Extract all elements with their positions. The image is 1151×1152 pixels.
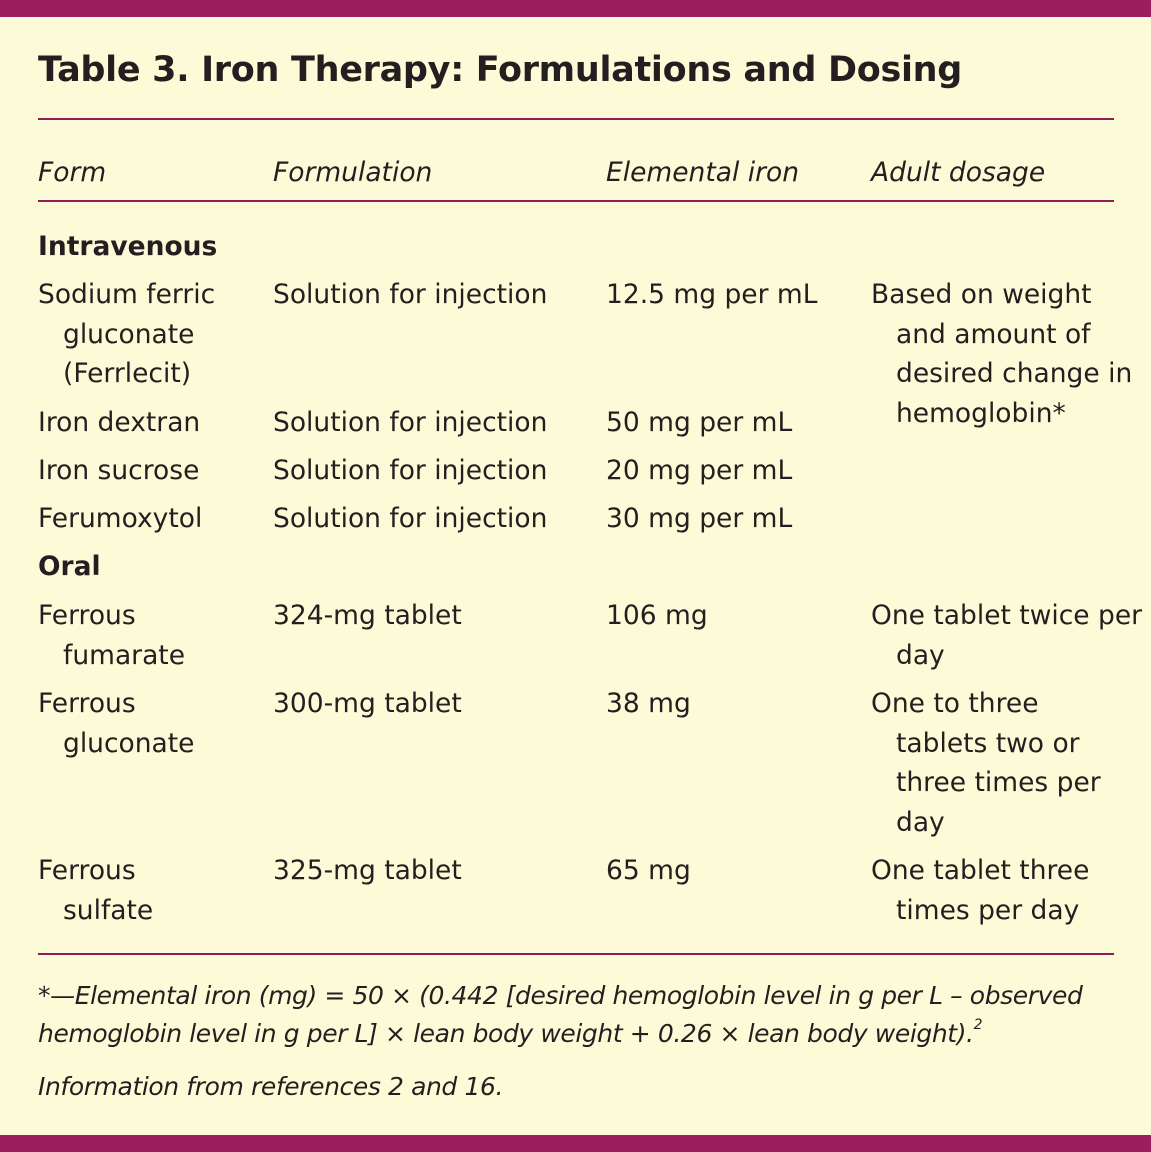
formulation-cell: 325-mg tablet: [273, 855, 462, 886]
dosage-cell: One tablet twice per day: [871, 600, 1143, 671]
iron-cell: 12.5 mg per mL: [606, 279, 818, 310]
formulation-cell: 300-mg tablet: [273, 688, 462, 719]
dosage-cell: One tablet three times per day: [871, 855, 1090, 926]
iron-cell: 20 mg per mL: [606, 455, 793, 486]
formulation-cell: Solution for injection: [273, 503, 548, 534]
bottom-band: [0, 1135, 1151, 1152]
form-cell: Ferrous sulfate: [38, 855, 154, 926]
form-cell: Ferumoxytol: [38, 503, 203, 534]
column-header: Formulation: [273, 157, 433, 188]
iron-cell: 30 mg per mL: [606, 503, 793, 534]
formulation-cell: Solution for injection: [273, 407, 548, 438]
section-label: Oral: [38, 551, 101, 582]
top-band: [0, 0, 1151, 17]
footnote-text: *—Elemental iron (mg) = 50 × (0.442 [des…: [38, 981, 1083, 1048]
dosage-cell: One to three tablets two or three times …: [871, 688, 1101, 838]
formulation-cell: Solution for injection: [273, 279, 548, 310]
form-cell: Iron sucrose: [38, 455, 200, 486]
form-cell: Ferrous gluconate: [38, 688, 195, 759]
footnote-reference: 2: [973, 1017, 983, 1033]
divider: [38, 118, 1114, 120]
formulation-cell: 324-mg tablet: [273, 600, 462, 631]
iron-cell: 50 mg per mL: [606, 407, 793, 438]
form-cell: Sodium ferric gluconate (Ferrlecit): [38, 279, 216, 389]
table-title: Table 3. Iron Therapy: Formulations and …: [38, 50, 963, 90]
iron-cell: 38 mg: [606, 688, 691, 719]
divider: [38, 200, 1114, 202]
divider: [38, 953, 1114, 955]
source-note: Information from references 2 and 16.: [38, 1072, 504, 1101]
column-header: Adult dosage: [871, 157, 1046, 188]
iron-cell: 106 mg: [606, 600, 708, 631]
column-header: Form: [38, 157, 107, 188]
iron-cell: 65 mg: [606, 855, 691, 886]
formulation-cell: Solution for injection: [273, 455, 548, 486]
dosage-cell: Based on weight and amount of desired ch…: [871, 279, 1133, 429]
form-cell: Ferrous fumarate: [38, 600, 186, 671]
column-header: Elemental iron: [606, 157, 800, 188]
form-cell: Iron dextran: [38, 407, 201, 438]
section-label: Intravenous: [38, 231, 218, 262]
footnote: *—Elemental iron (mg) = 50 × (0.442 [des…: [38, 977, 1128, 1053]
